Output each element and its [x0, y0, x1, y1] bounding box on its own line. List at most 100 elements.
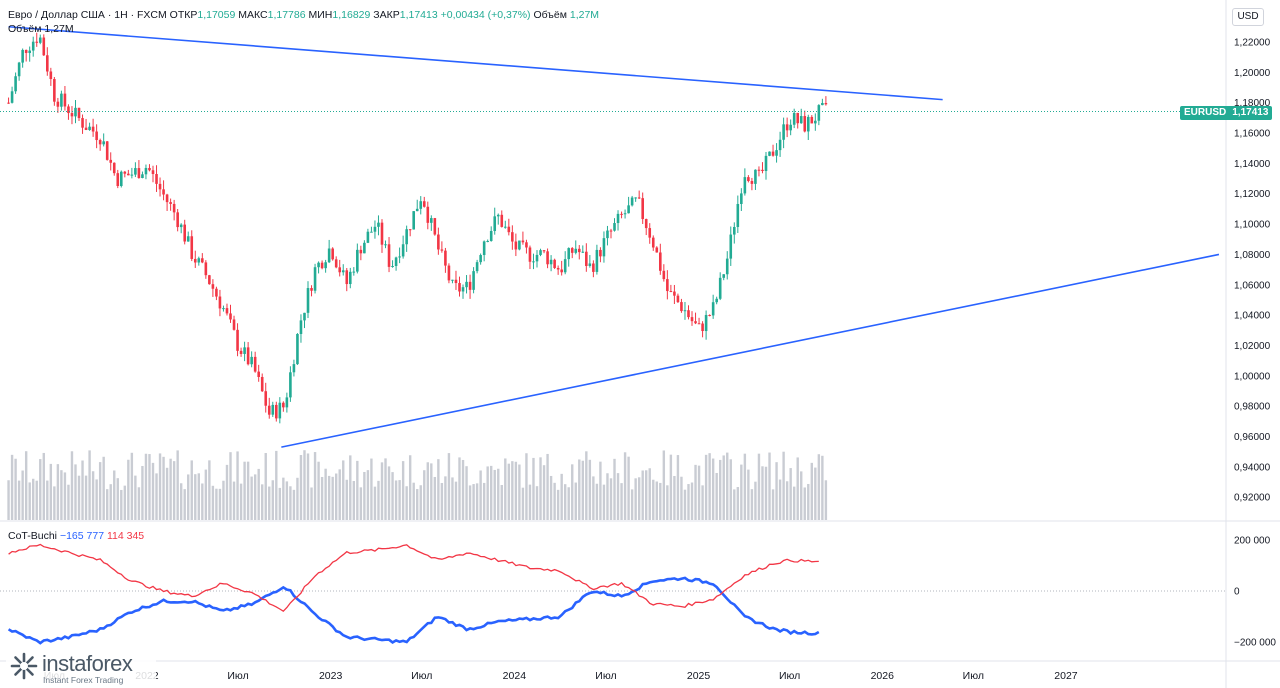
volume-bar [236, 451, 239, 520]
volume-bar [645, 470, 648, 520]
candle-body [119, 171, 123, 187]
volume-bar [84, 475, 88, 520]
volume-bar [313, 452, 317, 520]
last-price-tag: EURUSD 1,17413 [1180, 106, 1273, 120]
candle-body [472, 271, 475, 290]
volume-bar [655, 481, 658, 520]
candle-body [229, 313, 232, 320]
symbol-label: Евро / Доллар США · 1Н · FXCM [8, 9, 167, 21]
volume-bar [768, 452, 771, 520]
price-tick-label: 1,06000 [1234, 280, 1271, 291]
volume-bar [504, 458, 507, 520]
volume-bar [507, 463, 511, 520]
candle-body [130, 174, 134, 176]
candle-body [775, 150, 778, 156]
volume-bar [528, 484, 532, 520]
candle-body [514, 241, 518, 250]
volume-bar [95, 479, 98, 520]
volume-bar [433, 476, 437, 520]
candle-body [599, 249, 602, 257]
volume-bar [549, 475, 553, 520]
volume-bar [754, 481, 757, 520]
volume-bar [792, 486, 796, 520]
volume-bar [708, 453, 711, 520]
candle-body [426, 206, 430, 223]
volume-bar [81, 460, 84, 520]
candle-body [697, 323, 701, 325]
candle-body [204, 262, 208, 276]
close-value: 1,17413 [399, 9, 438, 21]
candle-body [461, 287, 465, 292]
last-price-value: 1,17413 [1232, 107, 1269, 118]
volume-bar [729, 459, 732, 520]
candle-body [729, 234, 733, 259]
candle-body [468, 281, 472, 290]
time-tick-label: Июл [411, 670, 432, 682]
volume-bar [306, 453, 310, 520]
candle-body [761, 169, 764, 172]
candle-body [271, 404, 275, 415]
candle-body [486, 240, 489, 242]
candle-body [560, 269, 563, 273]
candle-body [162, 189, 165, 195]
volume-bar [144, 453, 148, 520]
candle-body [67, 106, 70, 114]
candle-body [84, 127, 88, 131]
candle-body [306, 288, 310, 313]
candle-body [444, 250, 447, 266]
volume-bar [197, 473, 200, 520]
volume-bar [366, 470, 370, 520]
candle-body [715, 298, 718, 303]
candle-body [172, 203, 176, 213]
volume-bar [465, 466, 468, 520]
volume-bar [74, 464, 77, 520]
candle-body [651, 237, 655, 248]
volume-bar [771, 489, 775, 520]
volume-bar [571, 464, 574, 520]
volume-bar [130, 452, 134, 520]
candle-body [222, 308, 225, 310]
volume-bar [718, 459, 722, 520]
candle-body [743, 177, 747, 194]
volume-bar [680, 476, 683, 520]
candle-body [412, 211, 415, 230]
open-value: 1,17059 [197, 9, 236, 21]
change-value: +0,00434 (+0,37%) [440, 9, 531, 21]
volume-bar [77, 475, 81, 520]
candle-body [718, 277, 722, 299]
candle-body [215, 288, 218, 297]
time-tick-label: 2025 [687, 670, 711, 682]
volume-bar [17, 480, 21, 520]
candle-body [296, 333, 299, 365]
volume-bar [697, 465, 701, 520]
volume-bar [158, 453, 162, 520]
main-legend: Евро / Доллар США · 1Н · FXCM ОТКР1,1705… [8, 9, 599, 21]
volume-bar [641, 470, 644, 520]
volume-bar [423, 470, 426, 520]
candle-body [641, 198, 644, 220]
volume-bar [49, 463, 53, 520]
volume-bar [373, 486, 377, 520]
volume-bar [345, 479, 348, 520]
price-tick-label: 1,00000 [1234, 371, 1271, 382]
cot-tick-label: −200 000 [1234, 638, 1276, 649]
candle-body [391, 265, 394, 267]
volume-bar [70, 451, 74, 520]
trendline [8, 25, 943, 101]
volume-bar [500, 485, 503, 520]
volume-bar [490, 465, 493, 520]
candle-body [211, 284, 215, 289]
volume-bar [250, 476, 253, 520]
candle-body [401, 244, 405, 257]
currency-button[interactable]: USD [1232, 8, 1264, 26]
candle-body [190, 236, 194, 259]
candle-body [239, 350, 243, 354]
volume-bar [511, 461, 514, 520]
volume-legend: Объём 1,27M [8, 23, 74, 35]
high-value: 1,17786 [267, 9, 306, 21]
volume-bar [218, 488, 222, 520]
candle-body [359, 249, 363, 254]
volume-bar [662, 450, 666, 520]
candle-body [479, 255, 482, 263]
